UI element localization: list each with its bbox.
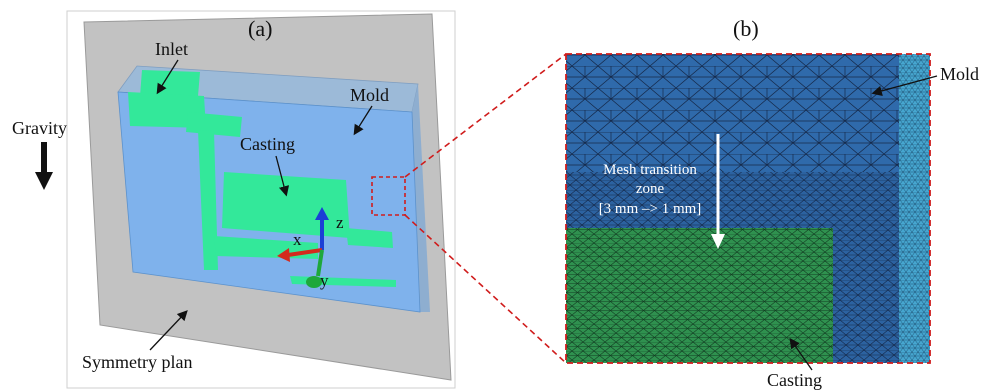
mold-label-b: Mold [940,64,979,84]
zoom-line-top [404,53,567,178]
mold-side-face [412,84,430,312]
zoom-source-box [371,176,406,216]
transition-arrow-icon [711,134,725,249]
casting-pointer-b [789,337,813,371]
axis-z-label: z [336,213,344,232]
mesh-casting [566,228,833,363]
panel-b: (b) Mesh transition zone [3 mm –> 1 mm] … [565,16,979,390]
casting-label-a: Casting [240,134,295,154]
axes-triad [277,207,329,288]
transition-label-line3: [3 mm –> 1 mm] [599,201,702,217]
mold-pointer-b [871,75,938,96]
zoom-view-box [565,53,931,364]
axis-y-label: y [320,271,329,290]
symmetry-label: Symmetry plan [82,352,193,372]
zoom-line-bottom [404,214,567,364]
casting-label-b: Casting [767,370,822,390]
casting-pointer-a [275,155,290,197]
panel-b-label: (b) [733,16,759,41]
panel-a-label: (a) [248,16,272,41]
symmetry-pointer [149,310,188,351]
gravity-arrow-icon [35,142,53,190]
gravity-label: Gravity [12,118,67,138]
casting-shape [128,70,396,287]
mold-pointer-a [353,105,373,136]
inlet-pointer [156,59,179,95]
mold-label-a: Mold [350,85,389,105]
transition-label-line2: zone [636,181,665,197]
mesh-mold-strip [899,54,930,363]
inlet-label: Inlet [155,39,188,59]
axis-x-label: x [293,230,302,249]
panel-a: z x y Gravity (a) Inlet Mold Casting Sym… [12,10,456,389]
transition-label-line1: Mesh transition [603,162,697,178]
